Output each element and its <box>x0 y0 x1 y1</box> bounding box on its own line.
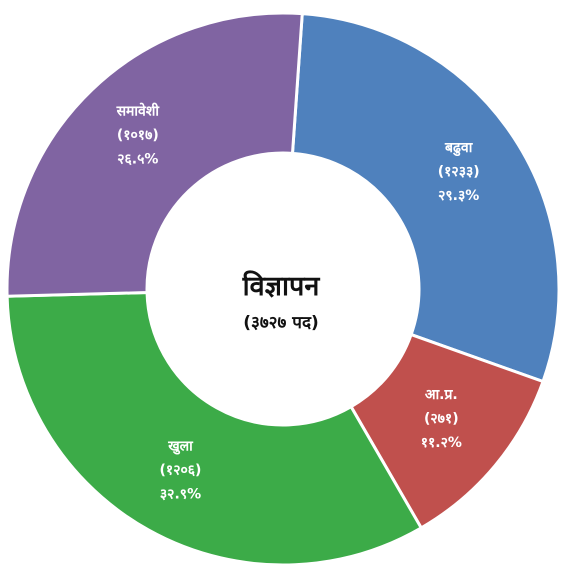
slice-label-count-1: (२७१) <box>424 411 459 427</box>
slice-label-percent-2: ३२.९% <box>160 486 201 502</box>
slice-label-name-2: खुला <box>167 438 194 455</box>
slice-label-name-1: आ.प्र. <box>425 387 458 403</box>
slice-label-name-3: समावेशी <box>116 102 161 119</box>
slice-labels: बढुवा (१२३३) २९.३% आ.प्र. (२७१) ११.२% खुला (१२०… <box>116 102 480 502</box>
slice-label-count-3: (१०१७) <box>117 127 159 143</box>
donut-slices <box>5 11 561 567</box>
slice-label-count-2: (१२०६) <box>160 462 202 478</box>
center-title: विज्ञापन <box>242 270 321 302</box>
center-subtitle: (३७२७ पद) <box>243 313 319 333</box>
slice-label-percent-1: ११.२% <box>421 435 462 451</box>
slice-label-percent-0: २९.३% <box>438 188 479 204</box>
slice-label-count-0: (१२३३) <box>438 164 480 180</box>
slice-label-name-0: बढुवा <box>444 140 474 157</box>
slice-2 <box>5 291 424 567</box>
slice-label-percent-3: २६.५% <box>117 151 158 167</box>
slice-3 <box>5 11 304 298</box>
slice-0 <box>290 12 561 384</box>
slice-1 <box>349 332 545 530</box>
